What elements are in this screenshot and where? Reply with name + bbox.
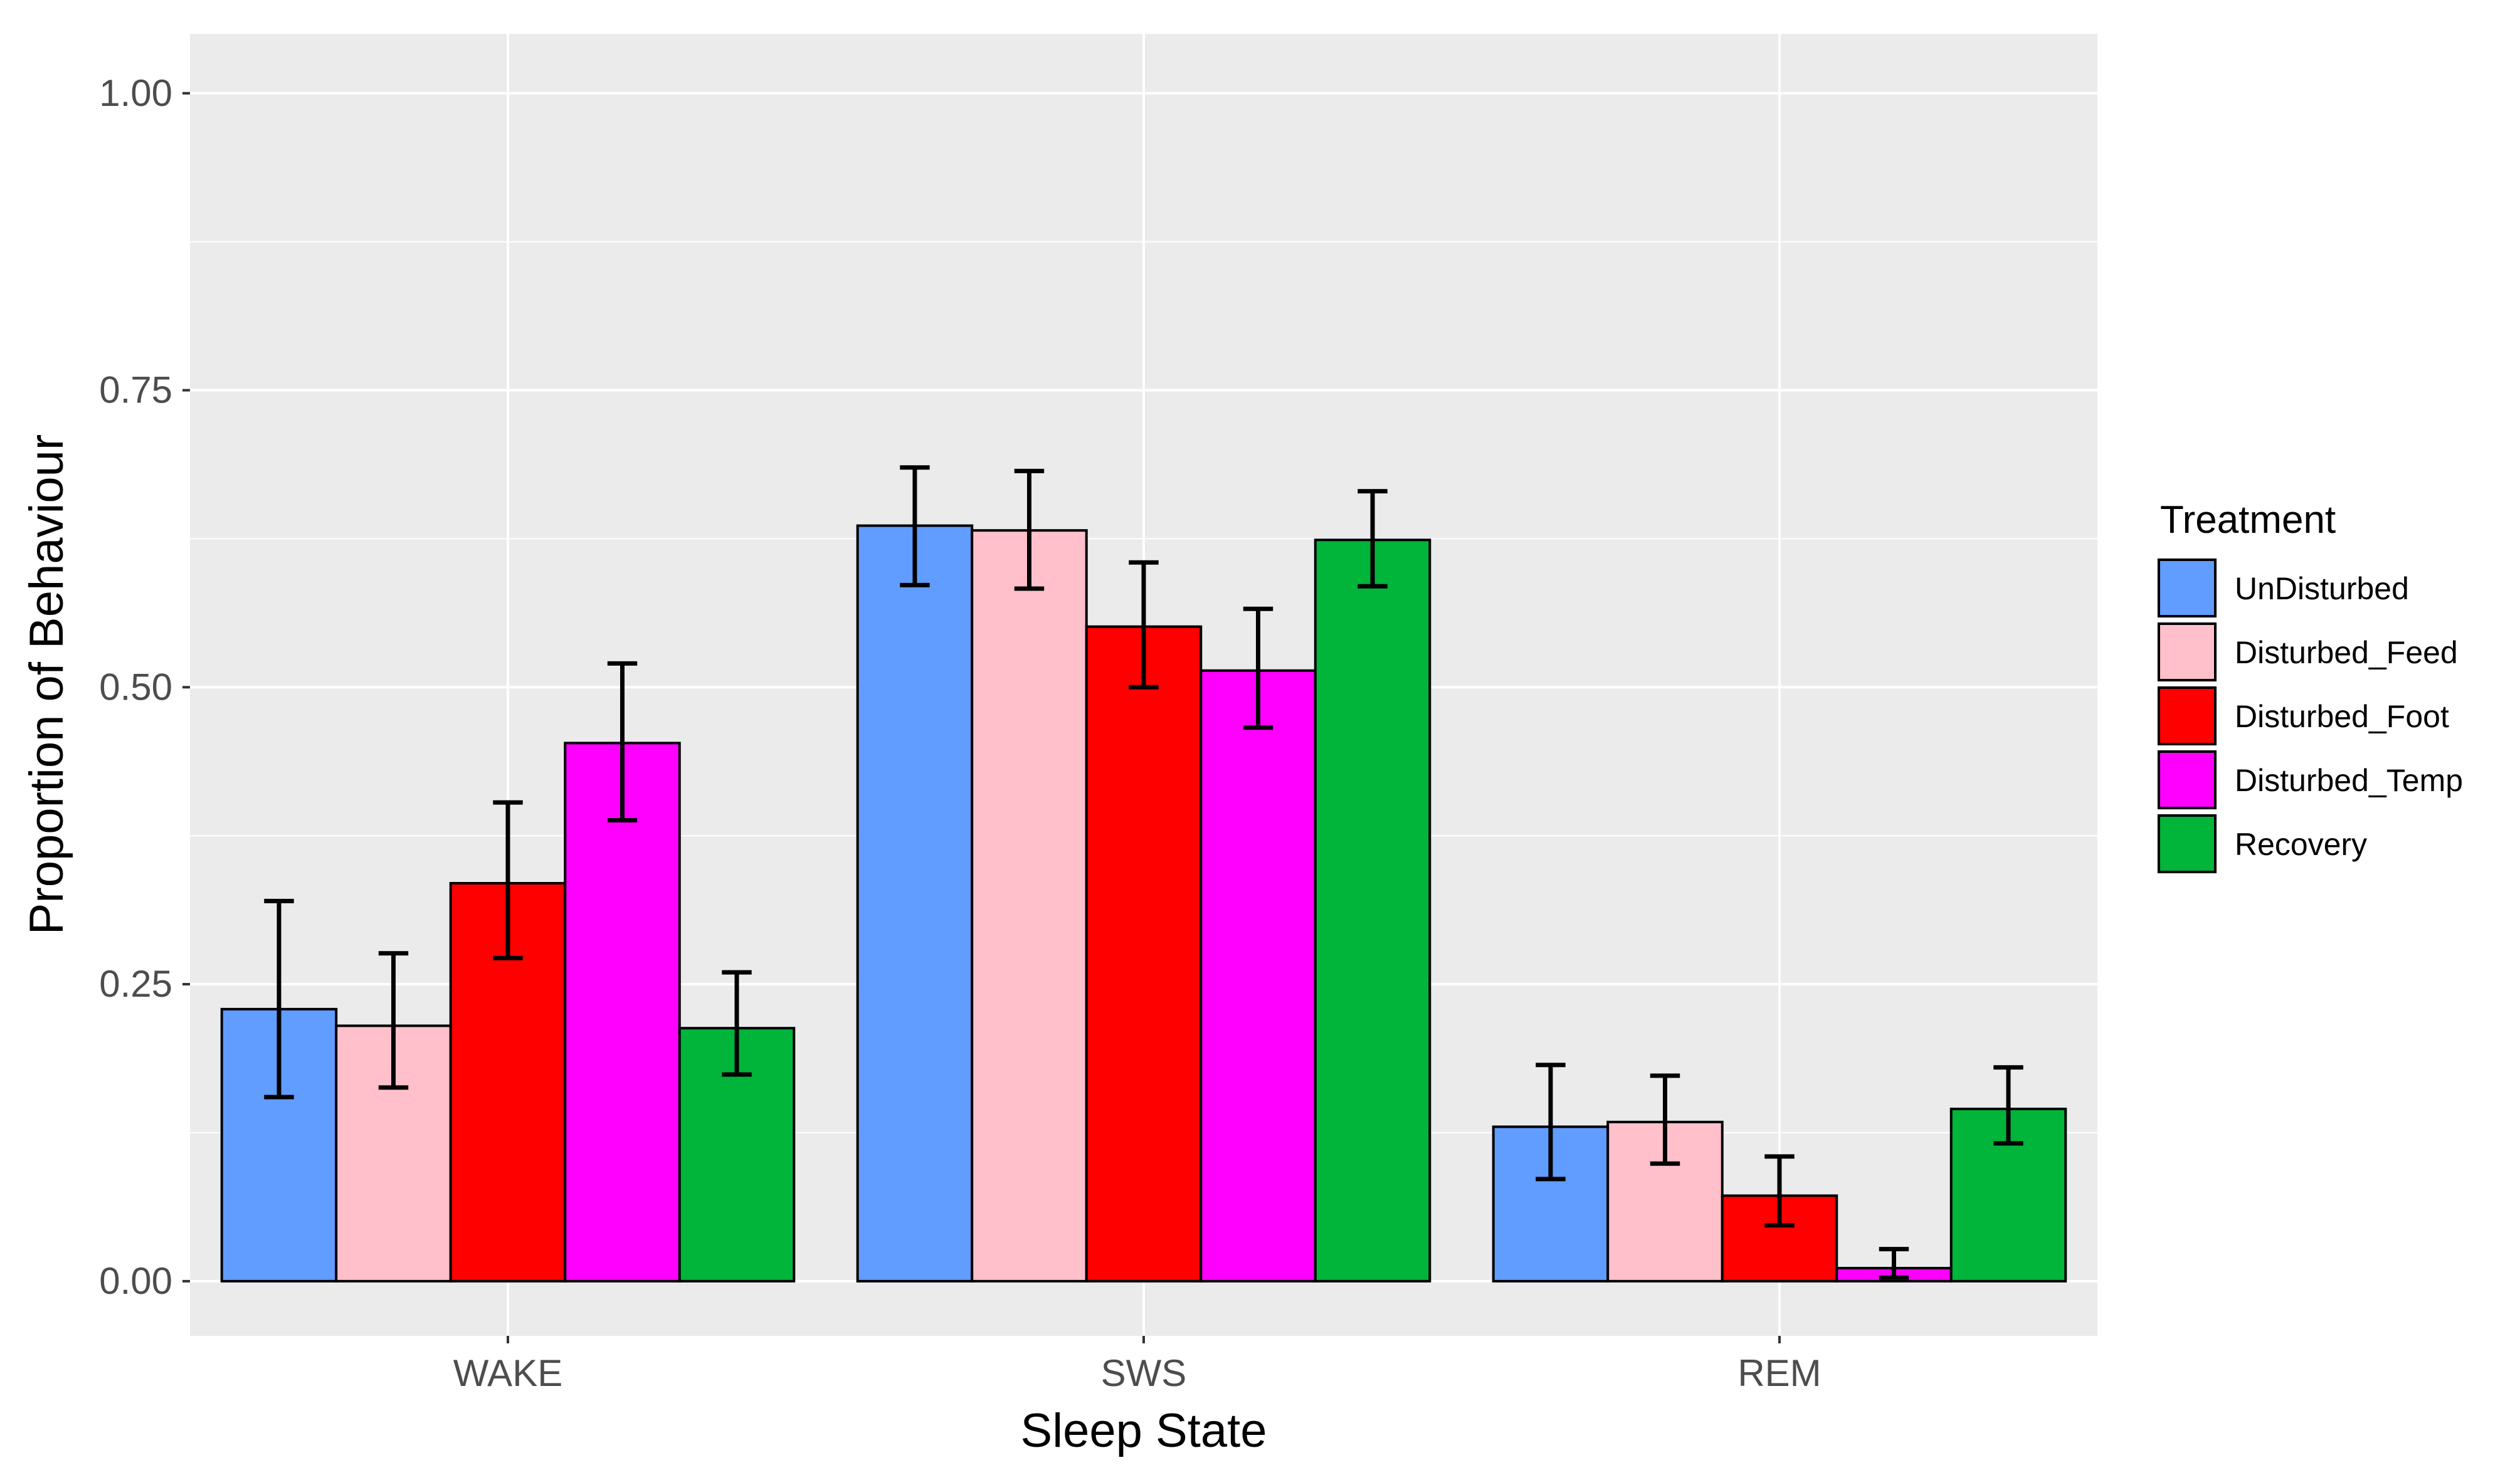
y-tick-label: 0.00 <box>99 1260 172 1302</box>
legend-label: UnDisturbed <box>2235 571 2409 606</box>
bar <box>564 742 681 1283</box>
x-axis-title: Sleep State <box>1021 1404 1267 1457</box>
bar <box>1085 625 1203 1283</box>
error-bars <box>264 465 2023 1280</box>
y-tick-label: 1.00 <box>99 72 172 114</box>
legend: Treatment UnDisturbed Disturbed_Feed Distu… <box>2157 498 2463 874</box>
x-axis: WAKE SWS REM <box>453 1336 1821 1394</box>
x-tick-label: WAKE <box>453 1352 562 1394</box>
legend-swatch <box>2158 622 2217 681</box>
y-tick-label: 0.50 <box>99 666 172 708</box>
legend-swatch <box>2158 686 2217 745</box>
legend-swatch <box>2158 814 2217 873</box>
legend-label: Disturbed_Feed <box>2235 635 2458 670</box>
x-tick-label: REM <box>1737 1352 1821 1394</box>
legend-items: UnDisturbed Disturbed_Feed Disturbed_Foot D… <box>2157 558 2463 874</box>
legend-title: Treatment <box>2160 498 2336 542</box>
bar <box>1199 669 1317 1283</box>
x-tick-label: SWS <box>1101 1352 1187 1394</box>
legend-swatch <box>2158 750 2217 809</box>
legend-label: Disturbed_Foot <box>2235 699 2449 734</box>
legend-label: Disturbed_Temp <box>2235 763 2463 798</box>
bar <box>856 524 974 1283</box>
legend-swatch <box>2158 559 2217 617</box>
bar <box>1314 538 1431 1283</box>
y-tick-label: 0.25 <box>99 963 172 1005</box>
legend-label: Recovery <box>2235 827 2367 862</box>
y-axis-title: Proportion of Behaviour <box>20 434 73 935</box>
y-axis: 0.00 0.25 0.50 0.75 1.00 <box>99 72 190 1302</box>
bars <box>220 524 2067 1283</box>
y-tick-label: 0.75 <box>99 369 172 411</box>
bar <box>971 529 1088 1283</box>
